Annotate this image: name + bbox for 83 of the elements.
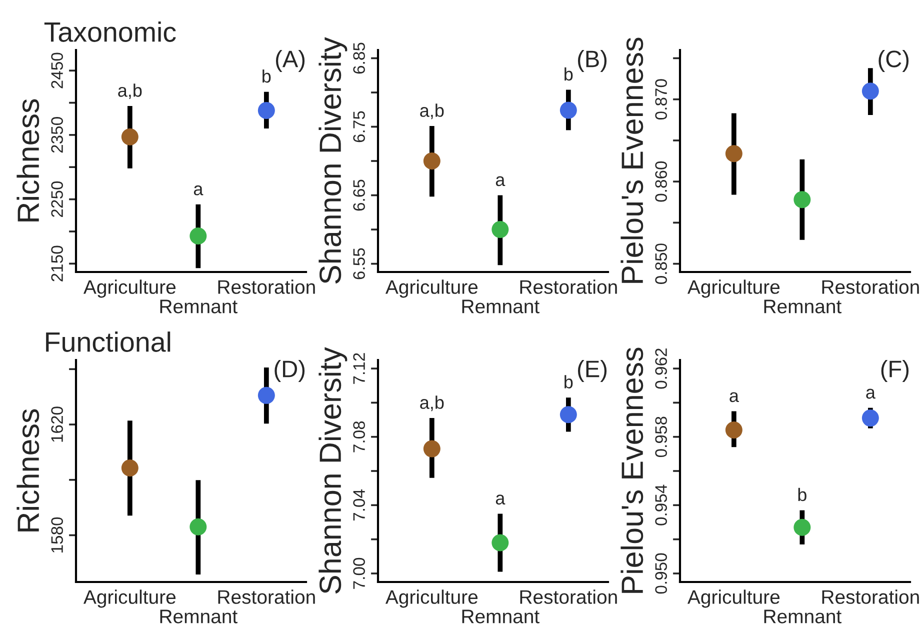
y-tick-label: 7.04 bbox=[353, 489, 365, 521]
annotation: b bbox=[798, 488, 806, 502]
y-axis-title: Pielou's Evenness bbox=[620, 38, 644, 283]
x-tick-label: Restoration bbox=[520, 590, 617, 604]
annotation: a,b bbox=[420, 104, 444, 120]
annotation: (D) bbox=[274, 360, 305, 382]
y-tick-label: 0.870 bbox=[655, 79, 667, 120]
y-tick-label: 1580 bbox=[51, 517, 63, 552]
annotation: b bbox=[262, 69, 271, 83]
x-tick-label: Remnant bbox=[462, 610, 540, 624]
point bbox=[190, 227, 207, 244]
point bbox=[258, 102, 275, 119]
x-tick-label: Remnant bbox=[160, 300, 238, 314]
point bbox=[492, 221, 509, 238]
point bbox=[862, 82, 879, 100]
y-tick-label: 6.55 bbox=[353, 248, 365, 280]
x-tick-label: Agriculture bbox=[385, 590, 478, 608]
y-tick-label: 0.954 bbox=[655, 484, 667, 526]
annotation: a bbox=[496, 494, 506, 505]
y-axis-title: Richness bbox=[16, 409, 40, 532]
point bbox=[423, 440, 440, 458]
x-tick-label: Restoration bbox=[218, 590, 315, 604]
point bbox=[121, 128, 138, 146]
annotation: a bbox=[730, 392, 739, 402]
point bbox=[258, 386, 275, 404]
x-tick-label: Remnant bbox=[764, 300, 842, 314]
x-tick-label: Agriculture bbox=[687, 280, 780, 298]
annotation: (A) bbox=[276, 50, 305, 72]
point bbox=[423, 152, 440, 170]
annotation: a bbox=[866, 388, 876, 399]
y-tick-label: 7.00 bbox=[353, 558, 365, 589]
x-tick-label: Remnant bbox=[160, 610, 238, 624]
y-tick-label: 0.962 bbox=[655, 348, 667, 389]
y-tick-label: 1620 bbox=[51, 406, 63, 442]
y-tick-label: 6.85 bbox=[353, 42, 365, 74]
y-axis-title: Pielou's Evenness bbox=[620, 348, 644, 593]
y-tick-label: 2150 bbox=[51, 246, 63, 282]
annotation: a,b bbox=[420, 396, 444, 412]
annotation: (F) bbox=[881, 360, 909, 382]
y-tick-label: 7.08 bbox=[353, 421, 365, 452]
x-tick-label: Restoration bbox=[520, 280, 617, 294]
x-tick-label: Remnant bbox=[462, 300, 540, 314]
annotation: b bbox=[564, 67, 573, 81]
annotation: b bbox=[564, 375, 573, 388]
y-axis-title: Shannon Diversity bbox=[318, 347, 348, 594]
y-axis-title: Shannon Diversity bbox=[318, 37, 348, 284]
y-tick-label: 2250 bbox=[51, 181, 63, 217]
annotation: a bbox=[194, 185, 204, 196]
point bbox=[725, 422, 742, 439]
x-tick-label: Restoration bbox=[822, 590, 919, 604]
point bbox=[725, 145, 742, 162]
point bbox=[492, 534, 509, 552]
y-tick-label: 6.65 bbox=[353, 180, 365, 211]
y-tick-label: 0.950 bbox=[655, 553, 667, 594]
x-tick-label: Agriculture bbox=[385, 280, 478, 298]
y-tick-label: 7.12 bbox=[353, 353, 365, 384]
y-tick-label: 2450 bbox=[51, 52, 63, 88]
annotation: a,b bbox=[118, 84, 142, 99]
x-tick-label: Agriculture bbox=[83, 590, 176, 608]
annotation: a bbox=[496, 176, 506, 186]
x-tick-label: Remnant bbox=[764, 610, 842, 624]
annotation: (E) bbox=[578, 360, 607, 382]
chart-title: Functional bbox=[46, 332, 170, 352]
point bbox=[862, 410, 879, 427]
point bbox=[794, 518, 811, 536]
y-tick-label: 0.958 bbox=[655, 416, 667, 458]
chart-title: Taxonomic bbox=[44, 22, 176, 42]
y-axis-title: Richness bbox=[16, 99, 40, 222]
x-tick-label: Restoration bbox=[822, 280, 919, 294]
x-tick-label: Agriculture bbox=[687, 590, 780, 608]
point bbox=[560, 102, 577, 119]
y-tick-label: 2350 bbox=[51, 117, 63, 153]
y-tick-label: 0.860 bbox=[655, 161, 667, 202]
y-tick-label: 6.75 bbox=[353, 111, 365, 142]
annotation: (B) bbox=[578, 50, 607, 72]
point bbox=[560, 406, 577, 424]
annotation: (C) bbox=[878, 50, 909, 72]
x-tick-label: Restoration bbox=[218, 280, 315, 294]
point bbox=[121, 459, 138, 476]
point bbox=[190, 518, 207, 536]
x-tick-label: Agriculture bbox=[83, 280, 176, 298]
y-tick-label: 0.850 bbox=[655, 244, 667, 284]
point bbox=[794, 191, 811, 208]
